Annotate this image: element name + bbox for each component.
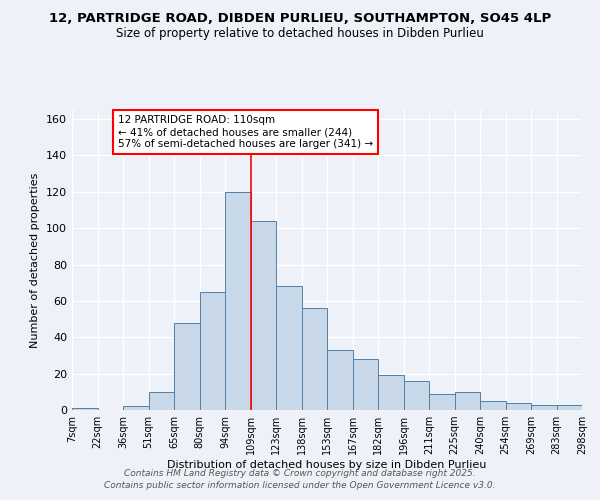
Bar [327, 350, 353, 410]
Y-axis label: Number of detached properties: Number of detached properties [31, 172, 40, 348]
Text: 12, PARTRIDGE ROAD, DIBDEN PURLIEU, SOUTHAMPTON, SO45 4LP: 12, PARTRIDGE ROAD, DIBDEN PURLIEU, SOUT… [49, 12, 551, 26]
Text: Contains HM Land Registry data © Crown copyright and database right 2025.: Contains HM Land Registry data © Crown c… [124, 468, 476, 477]
Bar [480, 401, 505, 410]
Bar [225, 192, 251, 410]
Bar [557, 404, 582, 410]
Bar [276, 286, 302, 410]
Bar [251, 221, 276, 410]
Text: Contains public sector information licensed under the Open Government Licence v3: Contains public sector information licen… [104, 481, 496, 490]
Bar [455, 392, 480, 410]
Bar [199, 292, 225, 410]
X-axis label: Distribution of detached houses by size in Dibden Purlieu: Distribution of detached houses by size … [167, 460, 487, 470]
Bar [404, 381, 429, 410]
Bar [174, 322, 199, 410]
Bar [123, 406, 149, 410]
Bar [378, 376, 404, 410]
Bar [302, 308, 327, 410]
Bar [505, 402, 531, 410]
Bar [149, 392, 174, 410]
Bar [72, 408, 97, 410]
Bar [353, 359, 378, 410]
Text: Size of property relative to detached houses in Dibden Purlieu: Size of property relative to detached ho… [116, 28, 484, 40]
Text: 12 PARTRIDGE ROAD: 110sqm
← 41% of detached houses are smaller (244)
57% of semi: 12 PARTRIDGE ROAD: 110sqm ← 41% of detac… [118, 116, 373, 148]
Bar [429, 394, 455, 410]
Bar [531, 404, 557, 410]
